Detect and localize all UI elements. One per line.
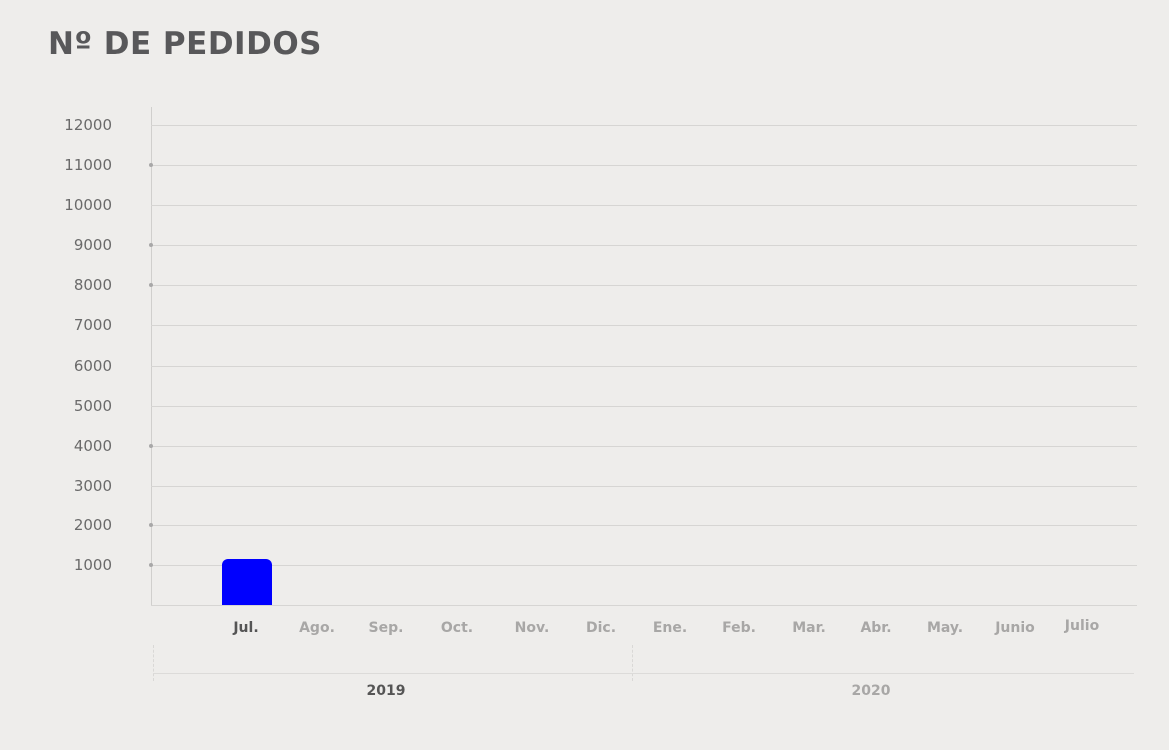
- y-tick-label: 7000: [73, 316, 112, 334]
- x-tick-label: Ene.: [652, 620, 688, 636]
- x-tick-label: Mar.: [792, 620, 826, 636]
- gridline: [151, 165, 1137, 166]
- x-tick-label: Sep.: [368, 620, 404, 636]
- gridline: [151, 125, 1137, 126]
- year-separator: [153, 645, 154, 681]
- tick-dot: [149, 283, 153, 287]
- year-separator: [632, 645, 633, 681]
- tick-dot: [149, 243, 153, 247]
- y-tick-label: 10000: [64, 196, 112, 214]
- tick-dot: [149, 444, 153, 448]
- tick-dot: [149, 523, 153, 527]
- x-tick-label: Feb.: [722, 620, 756, 636]
- x-tick-label: May.: [926, 620, 964, 636]
- gridline: [151, 406, 1137, 407]
- y-tick-label: 3000: [73, 477, 112, 495]
- y-tick-label: 4000: [73, 437, 112, 455]
- y-tick-label: 1000: [73, 556, 112, 574]
- y-axis: [151, 107, 152, 605]
- x-axis-baseline: [151, 605, 1137, 606]
- gridline: [151, 525, 1137, 526]
- x-tick-label: Junio: [995, 620, 1035, 636]
- gridline: [151, 486, 1137, 487]
- y-tick-label: 11000: [64, 156, 112, 174]
- bar-jul-2019[interactable]: [222, 559, 272, 605]
- x-tick-label: Dic.: [585, 620, 617, 636]
- gridline: [151, 285, 1137, 286]
- tick-dot: [149, 163, 153, 167]
- x-tick-label: Abr.: [860, 620, 892, 636]
- year-label-2019: 2019: [366, 683, 406, 699]
- chart-title: Nº DE PEDIDOS: [48, 26, 322, 62]
- tick-dot: [149, 563, 153, 567]
- y-tick-label: 8000: [73, 276, 112, 294]
- gridline: [151, 366, 1137, 367]
- gridline: [151, 245, 1137, 246]
- y-tick-label: 6000: [73, 357, 112, 375]
- x-tick-label: Nov.: [514, 620, 550, 636]
- y-tick-label: 12000: [64, 116, 112, 134]
- year-label-2020: 2020: [851, 683, 891, 699]
- gridline: [151, 205, 1137, 206]
- y-tick-label: 5000: [73, 397, 112, 415]
- y-tick-label: 2000: [73, 516, 112, 534]
- gridline: [151, 565, 1137, 566]
- y-tick-label: 9000: [73, 236, 112, 254]
- gridline: [151, 446, 1137, 447]
- x-tick-label: Jul.: [233, 620, 259, 636]
- gridline: [151, 325, 1137, 326]
- x-tick-label: Julio: [1064, 618, 1100, 634]
- x-tick-label: Ago.: [299, 620, 335, 636]
- x-tick-label: Oct.: [440, 620, 474, 636]
- year-axis: [153, 673, 1134, 674]
